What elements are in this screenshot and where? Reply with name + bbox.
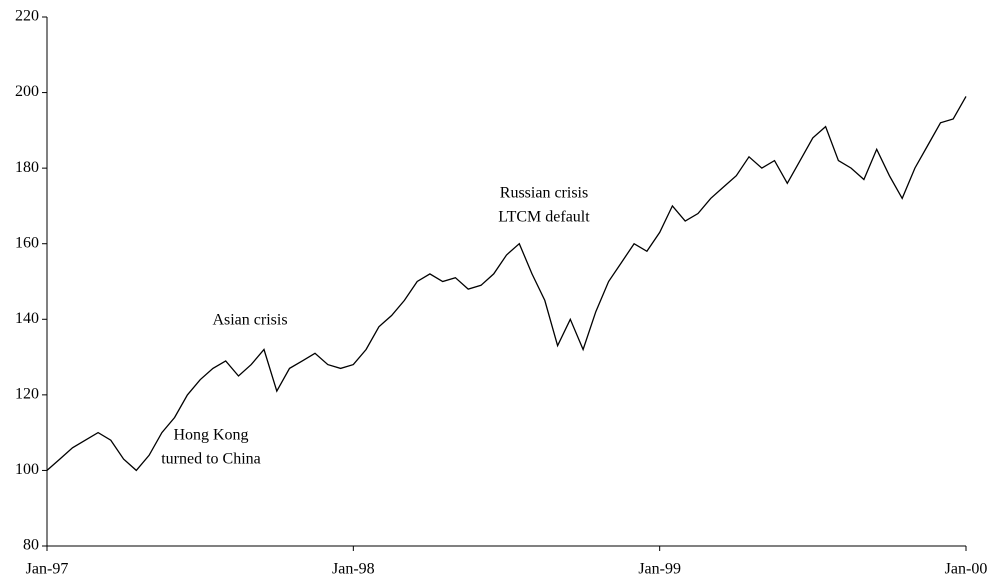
x-tick-label: Jan-00 — [945, 561, 988, 578]
x-tick-label: Jan-97 — [26, 561, 69, 578]
annotation: Hong Kong — [173, 427, 248, 444]
y-tick-label: 180 — [15, 159, 39, 176]
x-tick-label: Jan-99 — [638, 561, 681, 578]
annotation: Asian crisis — [212, 312, 287, 329]
annotation: turned to China — [161, 451, 261, 468]
y-tick-label: 220 — [15, 8, 39, 25]
line-series — [46, 96, 967, 472]
annotation: LTCM default — [498, 209, 590, 226]
y-tick-label: 160 — [15, 234, 39, 251]
y-tick-label: 100 — [15, 461, 39, 478]
annotation: Russian crisis — [500, 185, 588, 202]
y-tick-label: 140 — [15, 310, 39, 327]
x-tick-label: Jan-98 — [332, 561, 375, 578]
y-tick-label: 80 — [23, 537, 39, 554]
y-tick-label: 120 — [15, 386, 39, 403]
y-tick-label: 200 — [15, 83, 39, 100]
